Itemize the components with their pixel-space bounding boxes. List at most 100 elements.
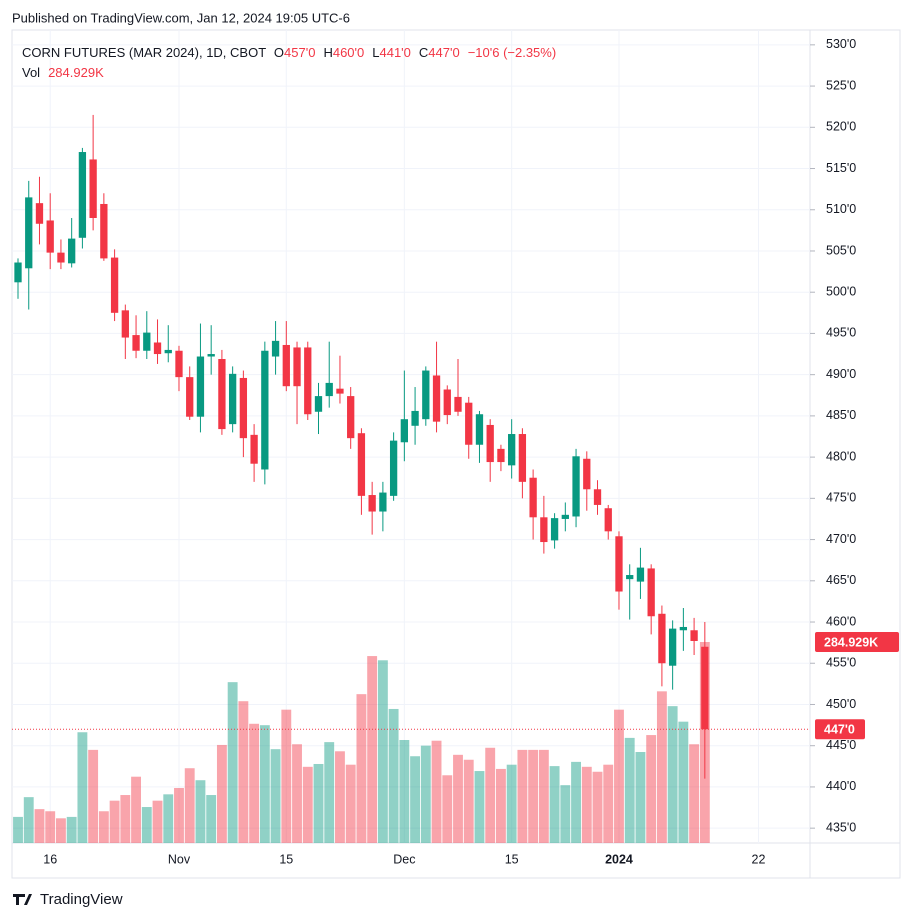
volume-bar — [571, 761, 581, 843]
volume-bar — [109, 800, 120, 843]
volume-bar — [646, 735, 657, 843]
published-note: Published on TradingView.com, Jan 12, 20… — [12, 10, 350, 25]
volume-bar — [195, 780, 206, 843]
volume-bar — [485, 747, 496, 843]
y-tick-label: 435'0 — [826, 820, 856, 834]
y-tick-label: 475'0 — [826, 491, 856, 505]
candle-body — [540, 517, 548, 543]
volume-value: 284.929K — [48, 65, 104, 80]
volume-bar — [420, 745, 431, 843]
candle-body — [121, 310, 129, 338]
candle-body — [593, 489, 602, 505]
volume-bar — [367, 656, 378, 843]
volume-bar — [667, 706, 678, 843]
y-tick-label: 440'0 — [826, 779, 856, 793]
chart-frame — [11, 29, 901, 879]
candle-body — [132, 335, 140, 351]
volume-bar — [13, 816, 23, 843]
candle-body — [583, 458, 591, 490]
candle-body — [615, 536, 623, 592]
candle-body — [679, 626, 688, 631]
legend-key: L — [372, 45, 379, 60]
volume-bar — [410, 756, 421, 843]
candle-body — [368, 495, 376, 512]
candle-body — [25, 197, 33, 269]
volume-bar — [292, 744, 302, 843]
volume-bar — [152, 800, 163, 843]
volume-bar — [335, 751, 345, 843]
candle-body — [518, 434, 527, 482]
grid — [12, 30, 810, 843]
volume-bar — [517, 749, 528, 843]
legend-value: 447'0 — [428, 45, 459, 60]
y-tick-label: 470'0 — [826, 532, 856, 546]
legend-key: C — [419, 45, 428, 60]
volume-bar — [184, 768, 195, 843]
candle-body — [486, 424, 494, 463]
candle-body — [68, 238, 76, 264]
y-tick-label: 495'0 — [826, 326, 856, 340]
candle-body — [57, 252, 65, 263]
candle-body — [304, 347, 312, 415]
volume-bar — [23, 797, 34, 843]
volume-bar — [324, 742, 335, 843]
y-tick-label: 450'0 — [826, 697, 856, 711]
y-tick-label: 520'0 — [826, 120, 856, 134]
volume-bar — [549, 766, 560, 843]
y-tick-label: 505'0 — [826, 243, 856, 257]
y-tick-label: 525'0 — [826, 78, 856, 92]
candle-body — [572, 456, 580, 517]
legend-change: −10'6 (−2.35%) — [468, 45, 557, 60]
volume-bar — [34, 809, 45, 843]
candle-body — [218, 358, 226, 430]
y-tick-label: 515'0 — [826, 161, 856, 175]
candle-body — [454, 396, 462, 412]
y-tick-label: 480'0 — [826, 449, 856, 463]
y-tick-label: 465'0 — [826, 573, 856, 587]
volume-bar — [227, 682, 238, 843]
x-tick-label: 2024 — [605, 852, 633, 866]
volume-bar — [560, 785, 571, 843]
footer-brand: TradingView — [40, 891, 123, 908]
candle-body — [701, 646, 709, 730]
volume-bar — [689, 744, 700, 843]
candle-body — [400, 419, 408, 443]
volume-bar — [678, 721, 689, 843]
candle-body — [475, 414, 484, 445]
x-tick-label: 15 — [279, 852, 293, 866]
volume-bar — [399, 740, 410, 843]
volume-bar — [463, 759, 474, 843]
candle-body — [186, 377, 194, 417]
candle-body — [175, 350, 183, 378]
candle-body — [347, 396, 355, 439]
volume-bar — [216, 744, 227, 843]
legend-value: 460'0 — [333, 45, 364, 60]
volume-bar — [453, 754, 463, 843]
candle-body — [443, 389, 451, 416]
legend-key: H — [323, 45, 332, 60]
candle-body — [647, 568, 655, 617]
candle-body — [35, 203, 44, 224]
volume-bar — [624, 737, 635, 843]
volume-bar — [538, 749, 549, 843]
volume-bar — [592, 771, 603, 843]
volume-bar — [259, 725, 270, 843]
candle-body — [389, 440, 398, 496]
x-tick-label: 15 — [505, 852, 519, 866]
candles — [14, 114, 709, 779]
axes: 435'0 440'0 445'0 450'0 455'0 460'0 465'0 470'0… — [12, 37, 899, 866]
candle-body — [325, 382, 333, 397]
legend-value: 457'0 — [284, 45, 315, 60]
candle-body — [497, 448, 505, 463]
x-tick-label: 22 — [752, 852, 766, 866]
volume-bar — [377, 660, 388, 843]
candle-body — [465, 402, 473, 445]
volume-bar — [45, 811, 56, 843]
volume-bar — [174, 787, 184, 843]
candle-body — [636, 567, 645, 582]
x-tick-label: Dec — [393, 852, 415, 866]
volume-bar — [77, 732, 88, 843]
volume-name: Vol — [22, 65, 40, 80]
candle-body — [196, 356, 205, 417]
